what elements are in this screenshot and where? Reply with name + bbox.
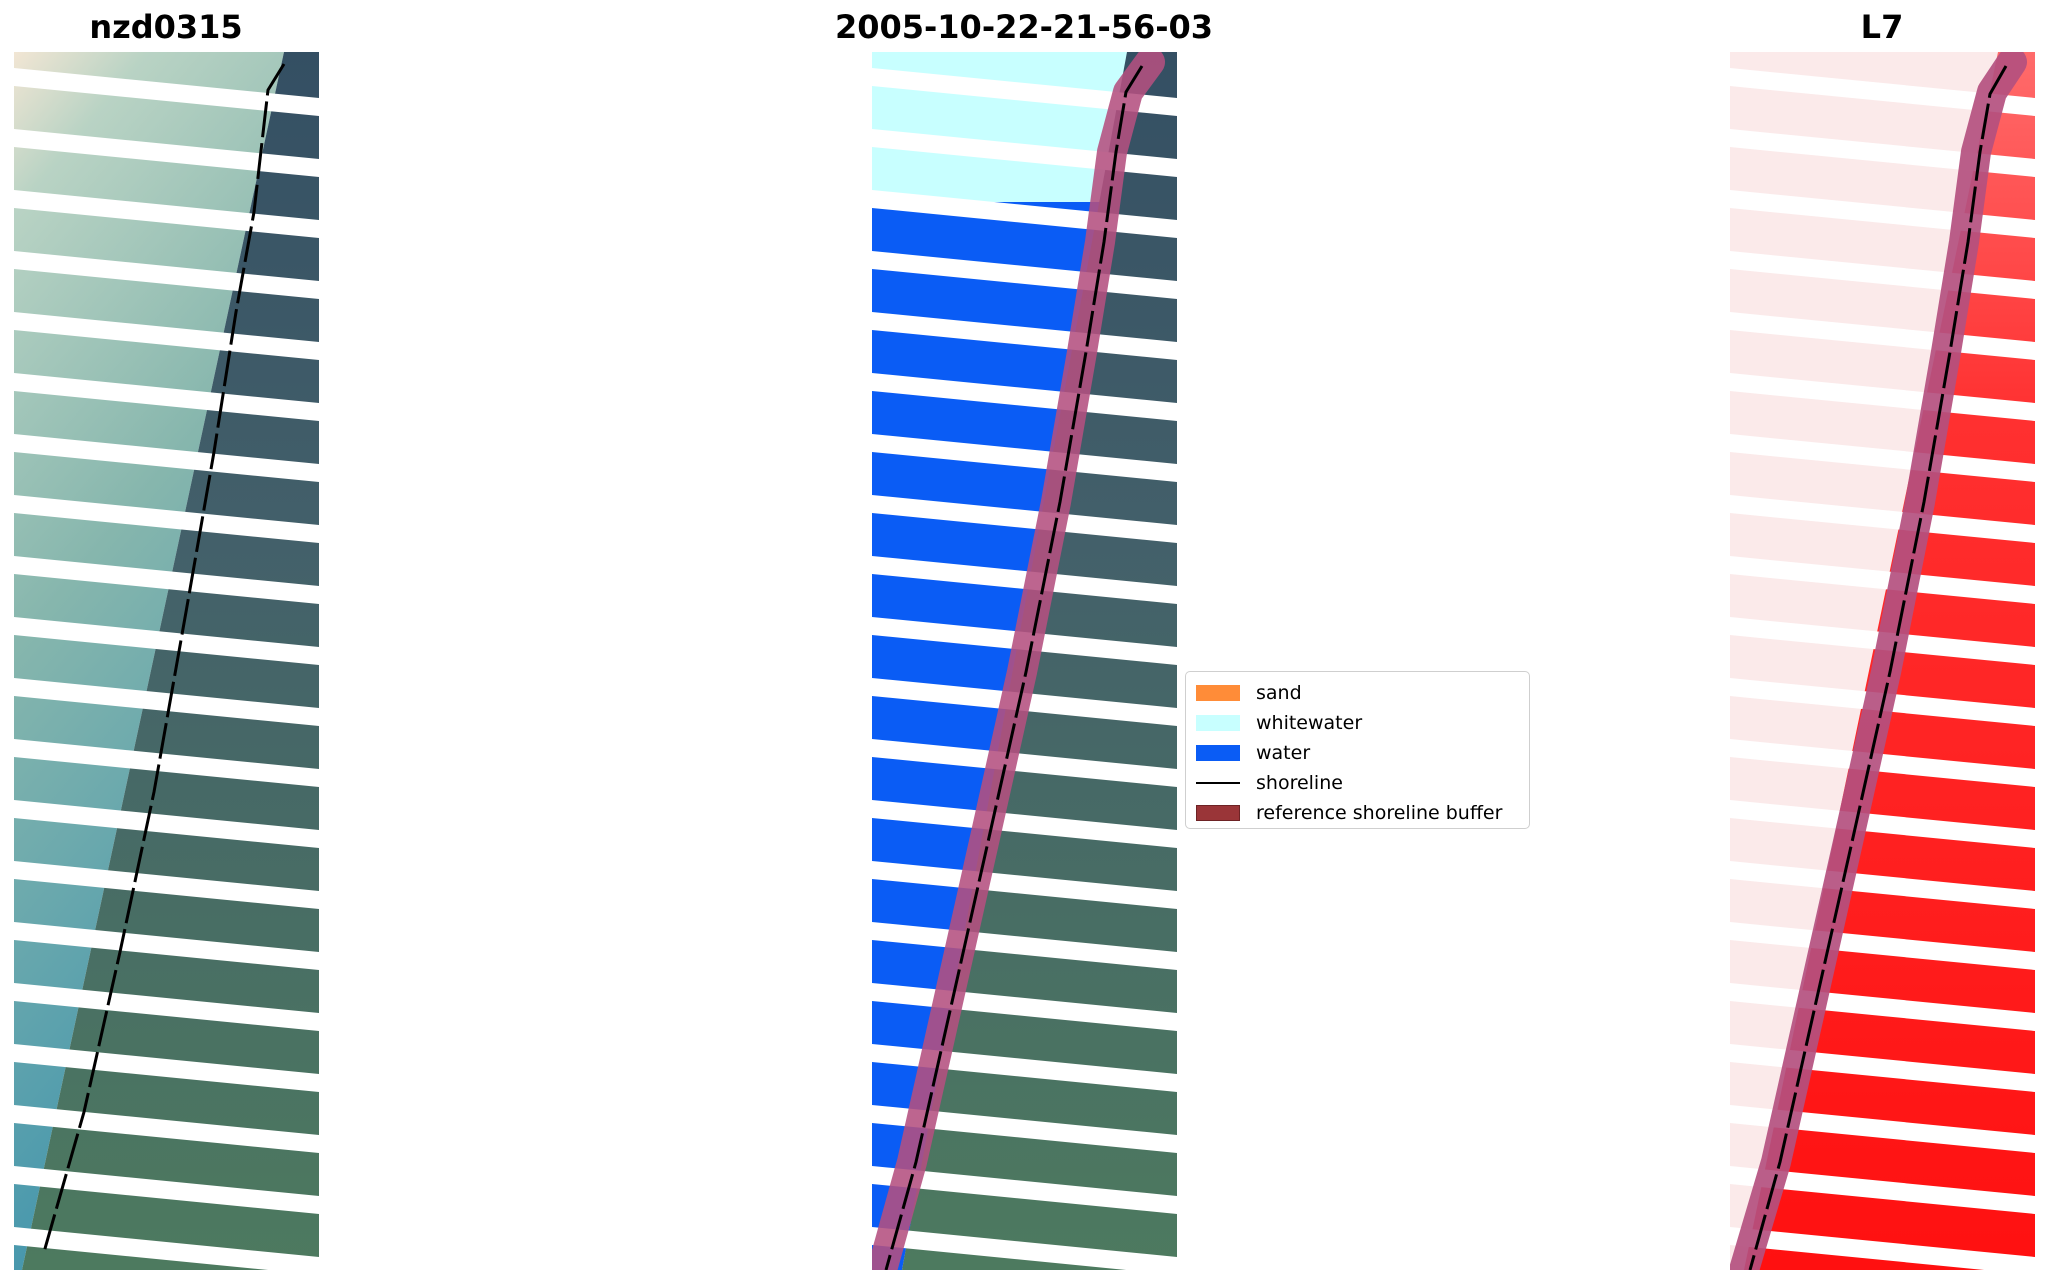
scan-gap-stripe [1730, 1227, 2035, 1270]
scan-gap-stripe [1730, 495, 2035, 543]
scan-gap-stripe [872, 739, 1177, 787]
scan-gap-stripe [872, 495, 1177, 543]
sand-swatch [1196, 685, 1240, 701]
scan-gap-stripe [14, 1044, 319, 1092]
scan-gap-stripe [14, 739, 319, 787]
shoreline-line [1748, 65, 2008, 1270]
legend-item-whitewater: whitewater [1196, 708, 1519, 738]
scan-gap-stripe [14, 495, 319, 543]
shoreline-swatch [1196, 782, 1240, 784]
scan-gap-stripe [1730, 739, 2035, 787]
scan-gap-stripe [1730, 922, 2035, 970]
scan-gap-stripe [14, 68, 319, 116]
legend-item-shoreline: shoreline [1196, 768, 1519, 798]
panel-title-rgb: nzd0315 [89, 8, 243, 46]
legend-item-sand: sand [1196, 678, 1519, 708]
scan-gap-stripe [872, 1105, 1177, 1153]
scan-gap-stripe [14, 129, 319, 177]
scan-gap-stripe [872, 434, 1177, 482]
scan-gap-stripe [872, 800, 1177, 848]
rgb-image-panel [14, 52, 319, 1270]
scan-gap-stripe [14, 983, 319, 1031]
legend-item-buffer: reference shoreline buffer [1196, 798, 1519, 828]
scan-gap-stripe [1730, 1105, 2035, 1153]
scan-gap-stripe [872, 1227, 1177, 1270]
scan-gap-stripe [14, 190, 319, 238]
scan-gap-stripe [14, 678, 319, 726]
legend-item-water: water [1196, 738, 1519, 768]
scan-gap-stripe [1730, 434, 2035, 482]
scan-gap-stripe [14, 800, 319, 848]
legend-label: sand [1256, 682, 1302, 704]
scan-gap-stripe [1730, 373, 2035, 421]
scan-gap-stripe [872, 556, 1177, 604]
legend-label: water [1256, 742, 1311, 764]
scan-gap-stripe [14, 556, 319, 604]
scan-gap-stripe [1730, 556, 2035, 604]
shoreline-line [884, 65, 1144, 1270]
water-swatch [1196, 745, 1240, 761]
scan-gap-stripe [14, 312, 319, 360]
scan-gap-stripe [872, 861, 1177, 909]
scan-gap-stripe [14, 373, 319, 421]
classified-image-panel [872, 52, 1177, 1270]
scan-gap-stripe [14, 1227, 319, 1270]
shoreline-line [42, 63, 286, 1253]
scan-gap-stripe [14, 861, 319, 909]
scan-gap-stripe [872, 68, 1177, 116]
scan-gap-stripe [14, 251, 319, 299]
scan-gap-stripe [14, 922, 319, 970]
legend-label: whitewater [1256, 712, 1363, 734]
panel-title-classified: 2005-10-22-21-56-03 [834, 8, 1214, 46]
reference-shoreline-buffer [1730, 52, 2027, 1270]
scan-gap-stripe [1730, 861, 2035, 909]
scan-gap-stripe [872, 373, 1177, 421]
scan-gap-stripe [1730, 68, 2035, 116]
scan-gap-stripe [872, 1166, 1177, 1214]
panel-title-satellite: L7 [1860, 8, 1904, 46]
scan-gap-stripe [1730, 1166, 2035, 1214]
legend: sand whitewater water shoreline referenc… [1185, 671, 1530, 829]
scan-gap-stripe [872, 312, 1177, 360]
scan-gap-stripe [14, 617, 319, 665]
scan-gap-stripe [14, 434, 319, 482]
legend-label: shoreline [1256, 772, 1343, 794]
legend-label: reference shoreline buffer [1256, 802, 1503, 824]
whitewater-swatch [1196, 715, 1240, 731]
buffer-swatch [1196, 805, 1240, 821]
scan-gap-stripe [1730, 129, 2035, 177]
scan-gap-stripe [14, 1166, 319, 1214]
scan-gap-stripe [14, 1105, 319, 1153]
scan-gap-stripe [1730, 800, 2035, 848]
reference-shoreline-buffer [872, 52, 1165, 1270]
l7-image-panel [1730, 52, 2035, 1270]
